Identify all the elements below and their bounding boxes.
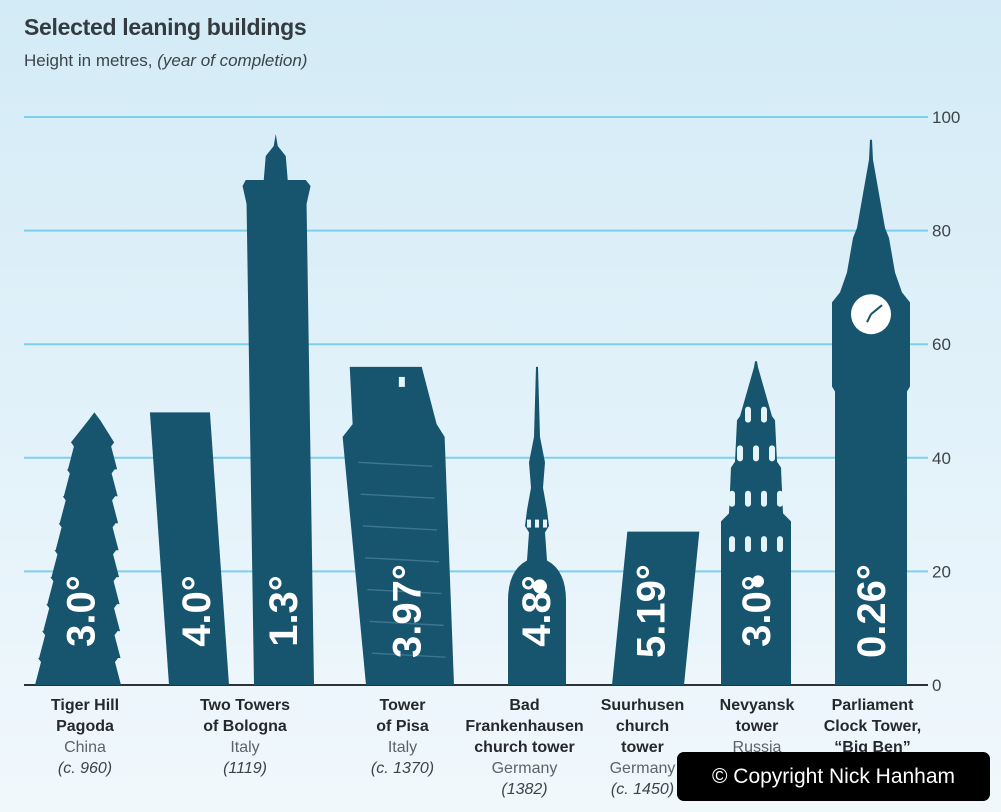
nevyansk-window <box>761 406 767 423</box>
label-name: “Big Ben” <box>834 739 911 756</box>
y-tick-label: 60 <box>932 335 951 354</box>
angle-label: 4.8° <box>515 575 559 647</box>
label-year: (c. 1450) <box>610 781 675 798</box>
nevyansk-window <box>761 536 767 553</box>
nevyansk-window <box>737 445 743 462</box>
label-country: Italy <box>230 739 260 756</box>
label-name: of Bologna <box>203 718 287 735</box>
building-pisa <box>342 366 454 685</box>
label-name: Nevyansk <box>719 697 795 714</box>
angle-labels-layer: 3.0° 4.0° 1.3° 3.97° 4.8° 5.19° 3.0° 0.26° <box>59 564 894 658</box>
label-country: Germany <box>491 760 558 777</box>
x-label-pisa: Tower of Pisa Italy (c. 1370) <box>330 695 475 779</box>
y-tick-label: 80 <box>932 222 951 241</box>
label-year: (1382) <box>501 781 548 798</box>
label-country: China <box>64 739 106 756</box>
pisa-floor-line <box>367 588 442 595</box>
label-name: tower <box>621 739 664 756</box>
pisa-floor-line <box>358 461 433 468</box>
buildings-layer <box>35 134 910 686</box>
church-window <box>535 519 539 528</box>
x-label-bad-frankenhausen: Bad Frankenhausen church tower Germany (… <box>452 695 597 800</box>
label-country: Germany <box>609 760 676 777</box>
label-country: Italy <box>387 739 418 756</box>
label-year: (c. 1370) <box>370 760 435 777</box>
building-bologna-asinelli <box>242 134 314 686</box>
church-window <box>527 519 531 528</box>
building-bologna-garisenda <box>149 412 229 685</box>
label-name: Tower <box>379 697 426 714</box>
subtitle-italic: (year of completion) <box>157 51 308 70</box>
pisa-floor-line <box>365 557 440 563</box>
nevyansk-window <box>745 536 751 553</box>
copyright-watermark: © Copyright Nick Hanham <box>677 752 990 801</box>
church-window <box>543 519 547 528</box>
nevyansk-window <box>745 490 751 507</box>
x-label-tiger-hill: Tiger Hill Pagoda China (c. 960) <box>10 695 160 779</box>
nevyansk-window <box>729 490 735 507</box>
label-name: of Pisa <box>376 718 429 735</box>
label-name: Bad <box>509 697 540 714</box>
x-label-big-ben: Parliament Clock Tower, “Big Ben” <box>805 695 940 758</box>
angle-label: 0.26° <box>850 564 894 658</box>
decoration-layer <box>358 294 891 658</box>
angle-label: 3.0° <box>735 575 779 647</box>
label-name: Parliament <box>831 697 914 714</box>
label-name: Suurhusen <box>600 697 685 714</box>
y-tick-label: 20 <box>932 562 951 581</box>
pisa-window <box>398 376 405 387</box>
label-name: Tiger Hill <box>50 697 120 714</box>
building-suurhusen <box>612 531 700 685</box>
clock-face-small <box>752 575 764 588</box>
y-tick-label: 0 <box>932 676 941 695</box>
label-year: (1119) <box>223 760 267 777</box>
angle-label: 1.3° <box>262 575 306 647</box>
chart-title: Selected leaning buildings <box>24 14 307 40</box>
label-name: Two Towers <box>199 697 291 714</box>
building-big-ben <box>832 139 910 686</box>
pisa-floor-line <box>371 652 446 658</box>
label-country: Russia <box>732 739 782 756</box>
label-name: church <box>615 718 670 735</box>
label-name: Clock Tower, <box>823 718 922 735</box>
grid-layer <box>24 116 928 686</box>
y-axis-layer: 0 20 40 60 80 100 <box>932 108 960 695</box>
chart-subtitle: Height in metres, (year of completion) <box>24 51 307 71</box>
label-name: tower <box>735 718 779 735</box>
clock-hand <box>866 313 872 323</box>
clock-face-small <box>533 579 547 594</box>
nevyansk-window <box>761 490 767 507</box>
pisa-floor-line <box>362 525 437 531</box>
label-name: Frankenhausen <box>465 718 584 735</box>
subtitle-main: Height in metres, <box>24 51 153 70</box>
y-tick-label: 100 <box>932 108 960 127</box>
nevyansk-window <box>745 406 751 423</box>
y-tick-label: 40 <box>932 449 951 468</box>
nevyansk-window <box>769 445 775 462</box>
building-tiger-hill <box>35 412 121 685</box>
label-year: (c. 960) <box>57 760 113 777</box>
building-nevyansk <box>721 361 791 685</box>
label-name: Pagoda <box>56 718 114 735</box>
nevyansk-window <box>777 536 783 553</box>
x-label-nevyansk: Nevyansk tower Russia <box>697 695 817 758</box>
nevyansk-window <box>753 445 759 462</box>
angle-label: 4.0° <box>175 575 219 647</box>
nevyansk-window <box>729 536 735 553</box>
pisa-floor-line <box>360 493 435 499</box>
x-label-bologna: Two Towers of Bologna Italy (1119) <box>165 695 325 779</box>
angle-label: 5.19° <box>629 564 673 658</box>
nevyansk-window <box>777 490 783 507</box>
angle-label: 3.0° <box>59 575 103 647</box>
label-name: church tower <box>474 739 575 756</box>
angle-label: 3.97° <box>386 564 430 658</box>
pisa-floor-line <box>369 620 444 627</box>
x-label-suurhusen: Suurhusen church tower Germany (c. 1450) <box>580 695 705 800</box>
clock-hand <box>870 304 883 315</box>
